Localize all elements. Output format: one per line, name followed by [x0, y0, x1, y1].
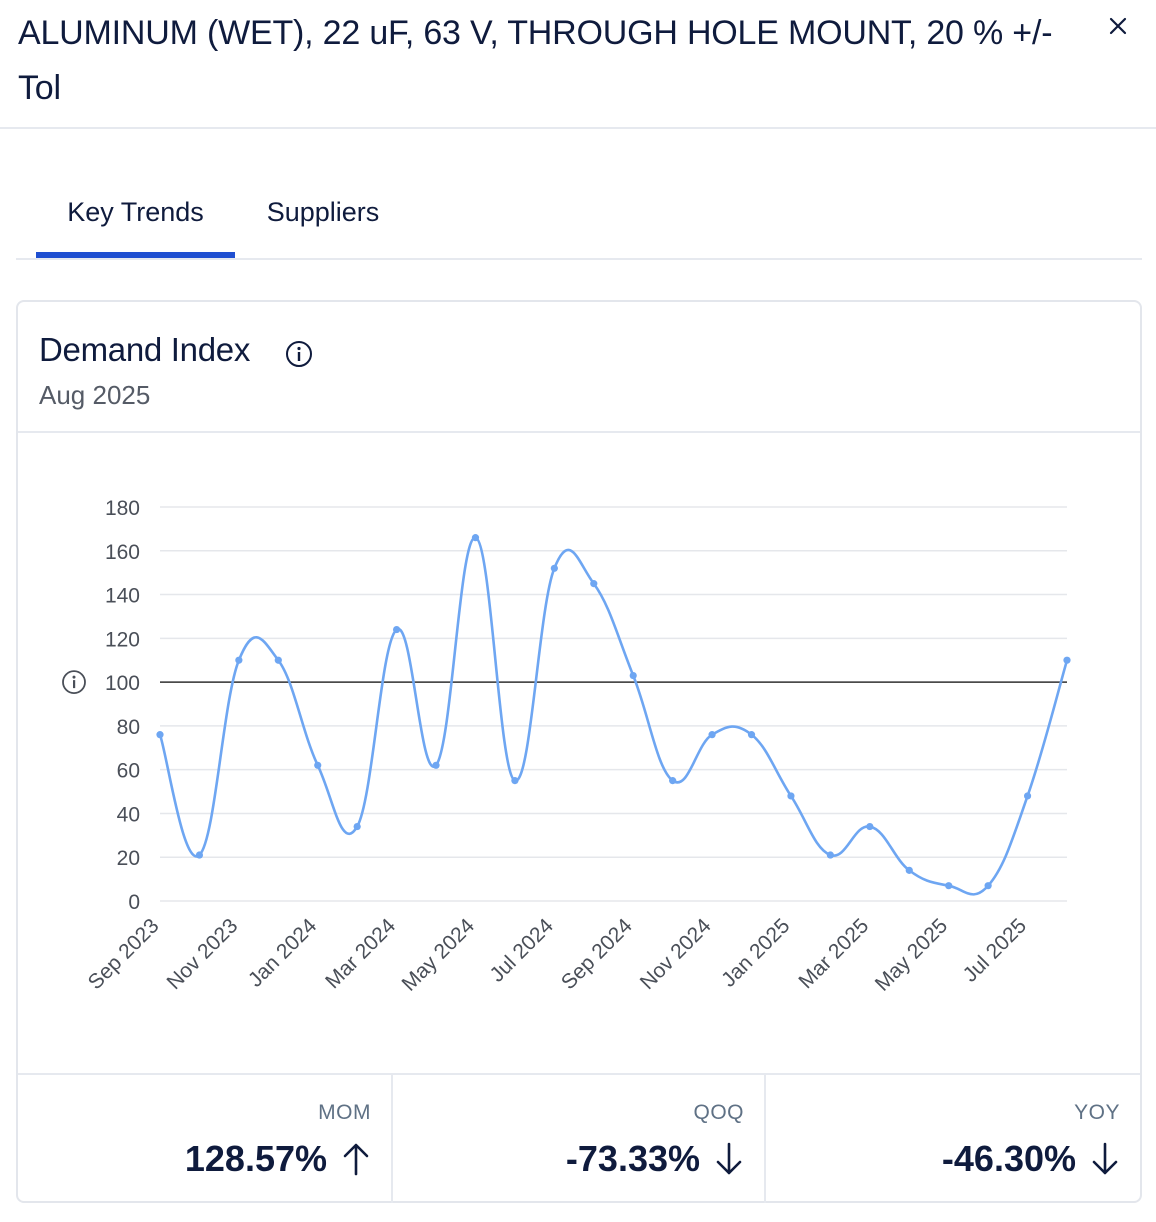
data-point [708, 731, 716, 739]
data-point [235, 656, 243, 664]
data-point [393, 625, 401, 634]
demand-index-chart: 0 20 40 60 80 100 120 140 160 180 Sep 2023 Nov 2023… [62, 497, 1071, 996]
x-tick-label: Sep 2024 [557, 914, 637, 994]
stat-qoq: QOQ -73.33% [391, 1075, 764, 1203]
x-tick-label: Jan 2025 [717, 914, 794, 991]
card-header: Demand Index Aug 2025 [18, 302, 1140, 433]
y-tick-label: 40 [117, 803, 140, 826]
y-tick-label: 80 [117, 716, 140, 739]
close-button[interactable] [1098, 6, 1138, 46]
x-tick-label: Sep 2023 [84, 914, 164, 994]
reference-info-icon[interactable] [62, 670, 86, 695]
data-point [787, 792, 795, 800]
data-point [1023, 792, 1032, 800]
data-point [984, 882, 992, 890]
card-period: Aug 2025 [39, 380, 151, 410]
stat-value: -46.30% [941, 1138, 1076, 1179]
y-tick-label: 0 [128, 891, 140, 914]
data-point [590, 580, 598, 588]
data-point [550, 564, 558, 572]
data-point [905, 866, 913, 874]
data-point [945, 882, 953, 890]
tab-bar: Key Trends Suppliers [16, 170, 1142, 260]
data-point [274, 656, 282, 664]
data-point [826, 851, 834, 859]
arrow-down-icon [1092, 1142, 1118, 1175]
close-icon [1109, 17, 1127, 35]
x-tick-label: Jan 2024 [244, 914, 322, 992]
data-point [747, 731, 756, 739]
stat-label: QOQ [693, 1101, 744, 1124]
x-tick-label: Nov 2024 [636, 914, 716, 994]
dialog-header: ALUMINUM (WET), 22 uF, 63 V, THROUGH HOL… [0, 0, 1156, 129]
data-point [432, 761, 440, 769]
data-point [314, 761, 322, 769]
y-tick-label: 180 [105, 497, 140, 520]
x-tick-label: Mar 2025 [794, 914, 873, 993]
part-title: ALUMINUM (WET), 22 uF, 63 V, THROUGH HOL… [18, 14, 1053, 107]
data-point [353, 822, 361, 831]
y-tick-label: 160 [105, 541, 140, 564]
x-tick-label: May 2024 [398, 914, 480, 996]
y-tick-label: 100 [105, 672, 140, 695]
data-point [511, 777, 519, 785]
stat-yoy: YOY -46.30% [764, 1075, 1140, 1203]
y-tick-label: 140 [105, 585, 140, 608]
stat-label: YOY [1074, 1101, 1120, 1124]
card-title: Demand Index [39, 331, 251, 368]
data-point [1063, 656, 1071, 664]
x-tick-label: Jul 2024 [485, 914, 558, 987]
data-point [471, 534, 480, 542]
y-tick-label: 20 [117, 847, 140, 870]
y-tick-label: 120 [105, 628, 140, 651]
tab-suppliers[interactable]: Suppliers [266, 197, 380, 227]
arrow-down-icon [716, 1142, 742, 1175]
x-tick-label: May 2025 [871, 914, 952, 995]
stat-value: 128.57% [184, 1138, 327, 1179]
data-point [156, 731, 164, 739]
stat-label: MOM [318, 1101, 371, 1124]
tab-key-trends[interactable]: Key Trends [36, 170, 235, 258]
stat-mom: MOM 128.57% [18, 1075, 391, 1203]
y-tick-label: 60 [117, 760, 140, 783]
data-point [195, 851, 204, 859]
x-tick-label: Nov 2023 [163, 914, 243, 994]
arrow-up-icon [343, 1143, 369, 1176]
demand-index-card: Demand Index Aug 2025 0 20 40 60 80 100 120 140… [16, 300, 1142, 1203]
stats-row: MOM 128.57% QOQ -73.33% YOY -46.30% [18, 1073, 1140, 1203]
info-icon[interactable] [285, 340, 313, 368]
data-point [866, 822, 874, 831]
demand-index-line [158, 536, 1069, 896]
x-tick-label: Mar 2024 [321, 914, 400, 993]
x-tick-label: Jul 2025 [959, 914, 1031, 986]
stat-value: -73.33% [565, 1138, 700, 1179]
data-point [669, 777, 677, 785]
data-point [629, 671, 637, 680]
